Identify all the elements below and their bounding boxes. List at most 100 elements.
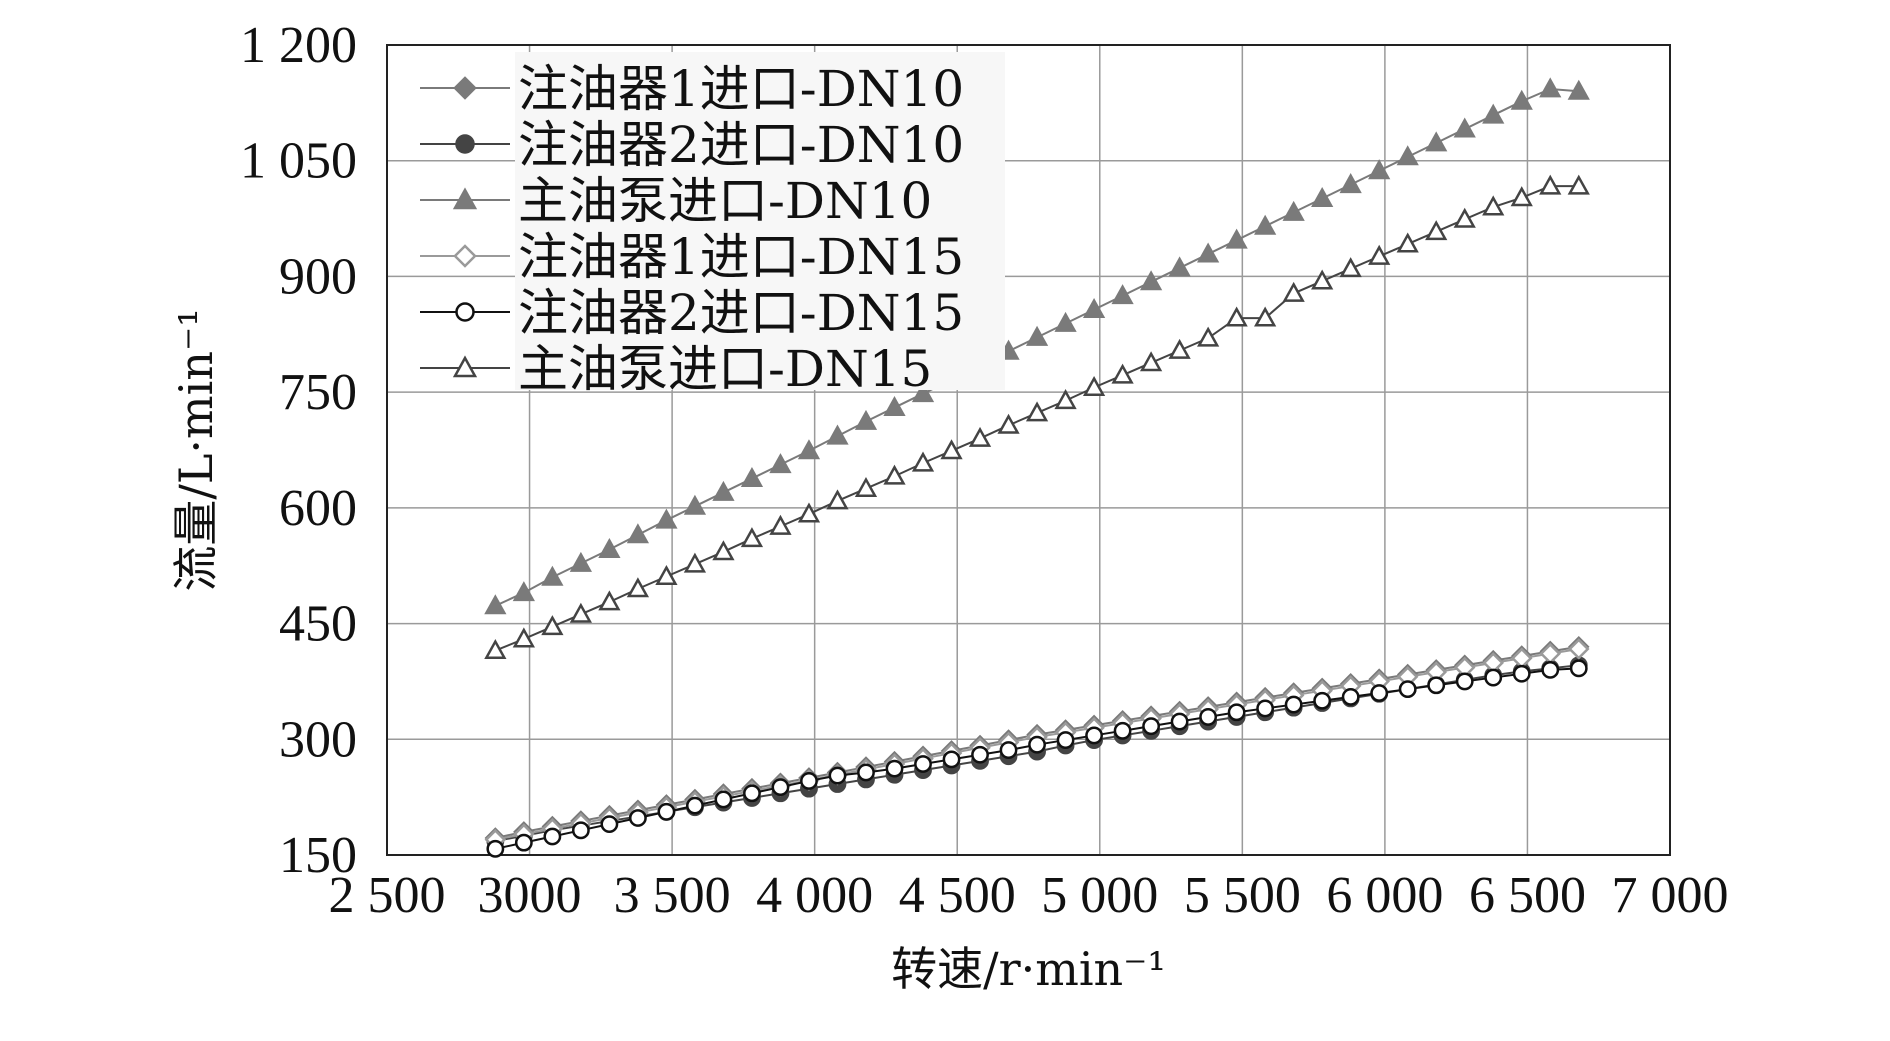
data-point xyxy=(1567,79,1590,100)
data-point xyxy=(655,564,678,585)
legend-item: 注油器2进口-DN10 xyxy=(420,116,964,174)
legend-label: 主油泵进口-DN15 xyxy=(518,340,932,398)
legend-item: 注油器1进口-DN15 xyxy=(420,228,964,286)
data-point xyxy=(971,745,989,764)
data-point xyxy=(999,741,1018,759)
data-point xyxy=(1111,284,1134,305)
data-point xyxy=(512,627,535,648)
data-point xyxy=(1539,174,1562,195)
legend-item: 主油泵进口-DN10 xyxy=(420,172,932,230)
data-point xyxy=(712,540,735,561)
data-point xyxy=(1082,298,1106,319)
data-point xyxy=(541,565,564,586)
data-point xyxy=(714,790,733,809)
data-point xyxy=(854,409,878,430)
data-point xyxy=(1028,735,1046,754)
legend-label: 注油器2进口-DN10 xyxy=(518,116,964,174)
y-tick-label: 900 xyxy=(279,248,357,305)
data-point xyxy=(1225,306,1248,327)
data-point xyxy=(1142,717,1160,736)
data-point xyxy=(569,551,592,572)
data-point xyxy=(1311,269,1334,290)
data-point xyxy=(797,439,821,460)
x-axis-title: 转速/r·min⁻¹ xyxy=(891,942,1166,996)
data-point xyxy=(1482,195,1505,216)
data-point xyxy=(968,426,992,447)
legend-item: 主油泵进口-DN15 xyxy=(420,340,932,398)
data-point xyxy=(598,537,621,558)
data-point xyxy=(800,772,818,790)
data-point xyxy=(1368,244,1391,265)
legend: 注油器1进口-DN10注油器2进口-DN10主油泵进口-DN10注油器1进口-D… xyxy=(420,52,1005,398)
data-point xyxy=(1111,363,1134,384)
data-point xyxy=(883,395,906,417)
y-tick-label: 750 xyxy=(279,364,357,421)
data-point xyxy=(1512,664,1531,683)
y-tick-label: 600 xyxy=(279,480,357,537)
data-point xyxy=(997,413,1020,434)
data-point xyxy=(743,784,761,803)
data-point xyxy=(1455,672,1474,691)
data-point xyxy=(486,839,505,858)
data-point xyxy=(828,766,847,785)
data-point xyxy=(911,382,935,403)
legend-label: 注油器2进口-DN15 xyxy=(518,284,964,342)
data-point xyxy=(1139,351,1163,372)
data-point xyxy=(1482,103,1505,124)
data-point xyxy=(1425,131,1448,152)
data-point xyxy=(1168,338,1191,359)
data-point xyxy=(797,502,821,523)
data-point xyxy=(1425,220,1448,241)
data-point xyxy=(569,602,592,623)
data-point xyxy=(626,523,650,544)
data-point xyxy=(1510,186,1533,207)
x-tick-label: 2 500 xyxy=(329,867,446,924)
data-point xyxy=(543,827,562,846)
data-point xyxy=(826,424,849,445)
data-point xyxy=(598,590,621,611)
y-tick-label: 150 xyxy=(279,827,357,884)
x-axis-ticks: 2 500 3000 3 500 4 000 4 500 5 000 5 500 6 000 6… xyxy=(329,867,1729,924)
data-point xyxy=(484,594,507,615)
x-tick-label: 6 500 xyxy=(1469,867,1586,924)
data-point xyxy=(1139,270,1163,291)
data-point xyxy=(1225,228,1248,249)
data-point xyxy=(1113,721,1132,740)
data-point xyxy=(1196,242,1220,263)
x-tick-label: 4 500 xyxy=(899,867,1016,924)
data-point xyxy=(683,552,707,573)
series-6 xyxy=(484,174,1590,660)
legend-label: 注油器1进口-DN10 xyxy=(518,60,964,118)
legend-item: 注油器2进口-DN15 xyxy=(420,284,964,342)
data-point xyxy=(1453,117,1476,138)
data-point xyxy=(1054,389,1077,410)
data-point xyxy=(1396,145,1419,166)
data-point xyxy=(1170,712,1189,731)
data-point xyxy=(1196,326,1220,347)
x-tick-label: 5 000 xyxy=(1041,867,1158,924)
legend-marker xyxy=(453,244,477,268)
x-tick-label: 5 500 xyxy=(1184,867,1301,924)
data-point xyxy=(1539,77,1562,98)
data-point xyxy=(911,451,935,472)
data-point xyxy=(1396,232,1419,253)
data-point xyxy=(883,464,906,485)
plot-frame xyxy=(386,44,1671,856)
data-point xyxy=(1339,173,1362,194)
x-tick-label: 3 500 xyxy=(614,867,731,924)
data-point xyxy=(769,514,792,535)
data-point xyxy=(1567,174,1590,195)
data-point xyxy=(1339,257,1362,278)
data-point xyxy=(1311,186,1334,207)
data-point xyxy=(1453,207,1476,228)
data-point xyxy=(655,508,678,529)
data-point xyxy=(1398,680,1417,699)
data-point xyxy=(940,439,963,460)
legend-label: 注油器1进口-DN15 xyxy=(518,228,964,286)
x-tick-label: 4 000 xyxy=(756,867,873,924)
data-point xyxy=(769,453,792,474)
legend-marker xyxy=(455,134,475,154)
data-point xyxy=(626,577,650,598)
data-point xyxy=(571,821,590,840)
